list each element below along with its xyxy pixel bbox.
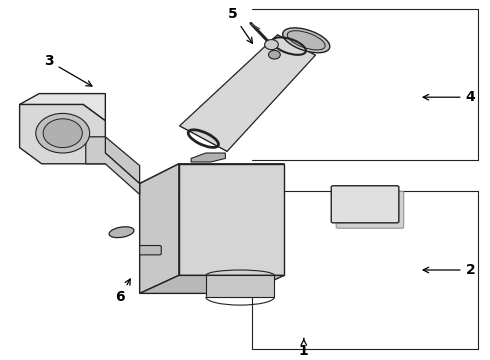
FancyBboxPatch shape bbox=[140, 246, 161, 255]
Circle shape bbox=[269, 50, 280, 59]
Circle shape bbox=[265, 40, 278, 50]
FancyBboxPatch shape bbox=[336, 191, 404, 228]
Ellipse shape bbox=[109, 227, 134, 238]
Polygon shape bbox=[140, 275, 284, 293]
Polygon shape bbox=[105, 137, 140, 184]
Text: 2: 2 bbox=[423, 263, 475, 277]
Text: 1: 1 bbox=[299, 338, 309, 358]
Polygon shape bbox=[20, 94, 105, 121]
Polygon shape bbox=[206, 275, 274, 297]
Polygon shape bbox=[140, 164, 284, 200]
Ellipse shape bbox=[43, 119, 82, 148]
Polygon shape bbox=[86, 137, 140, 194]
Polygon shape bbox=[191, 153, 225, 162]
FancyBboxPatch shape bbox=[331, 186, 399, 223]
Ellipse shape bbox=[287, 31, 325, 50]
Ellipse shape bbox=[36, 113, 90, 153]
Polygon shape bbox=[179, 164, 284, 275]
Polygon shape bbox=[180, 35, 316, 151]
Text: 3: 3 bbox=[44, 54, 92, 86]
Polygon shape bbox=[140, 164, 179, 293]
Polygon shape bbox=[20, 104, 105, 164]
Text: 4: 4 bbox=[423, 90, 475, 104]
Ellipse shape bbox=[283, 28, 330, 53]
Text: 6: 6 bbox=[115, 279, 130, 304]
Text: 5: 5 bbox=[228, 8, 252, 43]
